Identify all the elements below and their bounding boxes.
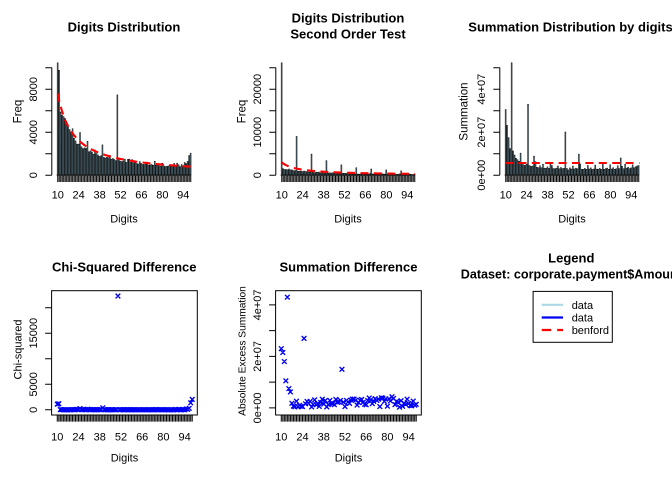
svg-text:Summation: Summation [459,82,471,140]
svg-text:Digits: Digits [335,453,363,465]
svg-text:4e+07: 4e+07 [252,289,264,320]
svg-text:Second Order Test: Second Order Test [290,26,406,41]
svg-text:Legend: Legend [548,250,594,265]
svg-text:52: 52 [115,432,127,444]
svg-text:4e+07: 4e+07 [476,74,488,105]
svg-text:2e+07: 2e+07 [252,341,264,372]
svg-text:0: 0 [28,172,40,178]
svg-text:66: 66 [360,432,372,444]
svg-text:Digits: Digits [558,214,586,226]
svg-text:94: 94 [179,432,191,444]
svg-text:38: 38 [317,190,329,202]
svg-text:24: 24 [521,190,533,202]
svg-text:0e+00: 0e+00 [252,392,264,423]
svg-text:10000: 10000 [252,117,264,148]
svg-text:10: 10 [275,432,287,444]
svg-text:24: 24 [72,432,84,444]
svg-text:10: 10 [500,190,512,202]
svg-text:Dataset: corporate.payment$Amo: Dataset: corporate.payment$Amount [461,267,672,281]
svg-text:0: 0 [252,172,264,178]
svg-text:80: 80 [604,190,616,202]
svg-text:Chi-Squared Difference: Chi-Squared Difference [52,259,196,274]
svg-text:24: 24 [297,190,309,202]
svg-text:52: 52 [338,190,350,202]
svg-text:Digits: Digits [110,214,138,226]
svg-text:38: 38 [318,432,330,444]
svg-text:Chi-squared: Chi-squared [13,320,25,380]
svg-text:data: data [572,313,594,325]
svg-text:80: 80 [156,190,168,202]
svg-text:Summation Difference: Summation Difference [279,259,417,274]
svg-text:Freq: Freq [13,100,25,124]
svg-text:2e+07: 2e+07 [476,117,488,148]
svg-text:80: 80 [381,432,393,444]
svg-text:Absolute Excess Summation: Absolute Excess Summation [238,286,249,416]
svg-text:8000: 8000 [28,77,40,101]
svg-text:Freq: Freq [237,100,249,124]
svg-text:20000: 20000 [252,74,264,105]
svg-text:10: 10 [52,190,64,202]
svg-text:80: 80 [157,432,169,444]
svg-text:38: 38 [541,190,553,202]
svg-text:Summation Distribution by digi: Summation Distribution by digits [468,20,672,35]
svg-text:38: 38 [94,432,106,444]
svg-text:10: 10 [51,432,63,444]
svg-text:52: 52 [339,432,351,444]
svg-text:4000: 4000 [28,120,40,144]
svg-text:66: 66 [359,190,371,202]
svg-text:24: 24 [296,432,308,444]
svg-text:0: 0 [28,407,40,413]
svg-text:benford: benford [572,325,609,337]
svg-text:66: 66 [583,190,595,202]
svg-text:Digits: Digits [334,214,362,226]
svg-text:94: 94 [401,190,413,202]
svg-text:52: 52 [562,190,574,202]
svg-text:38: 38 [93,190,105,202]
svg-text:94: 94 [625,190,637,202]
svg-text:0e+00: 0e+00 [476,160,488,191]
svg-text:15000: 15000 [28,318,40,349]
svg-text:10: 10 [276,190,288,202]
svg-text:Digits Distribution: Digits Distribution [68,20,181,35]
svg-text:5000: 5000 [28,372,40,396]
svg-text:data: data [572,300,594,312]
svg-text:94: 94 [177,190,189,202]
svg-text:66: 66 [136,432,148,444]
svg-text:94: 94 [403,432,415,444]
svg-text:80: 80 [380,190,392,202]
svg-text:Digits: Digits [111,453,139,465]
svg-text:66: 66 [135,190,147,202]
svg-text:Digits Distribution: Digits Distribution [292,10,405,25]
svg-text:24: 24 [73,190,85,202]
svg-text:52: 52 [114,190,126,202]
